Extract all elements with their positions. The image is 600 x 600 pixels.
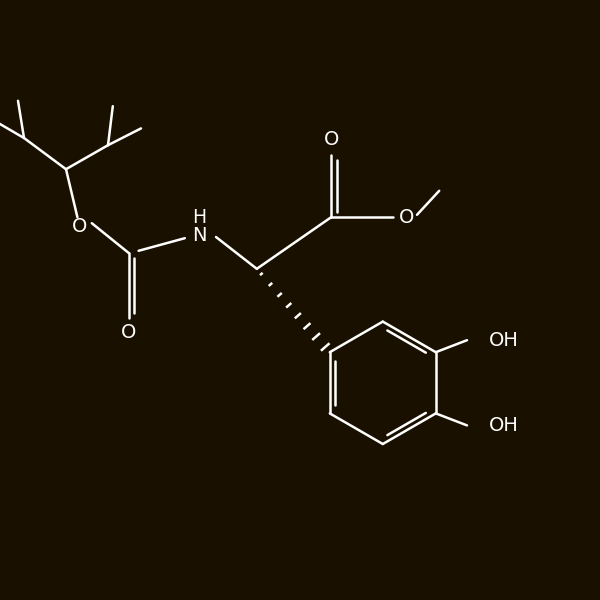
Text: O: O	[121, 323, 137, 343]
Text: OH: OH	[488, 331, 518, 350]
Text: O: O	[323, 130, 339, 149]
Text: O: O	[398, 208, 414, 227]
Text: O: O	[72, 217, 88, 236]
Text: H: H	[192, 208, 206, 227]
Text: OH: OH	[488, 416, 518, 435]
Text: N: N	[192, 226, 206, 245]
